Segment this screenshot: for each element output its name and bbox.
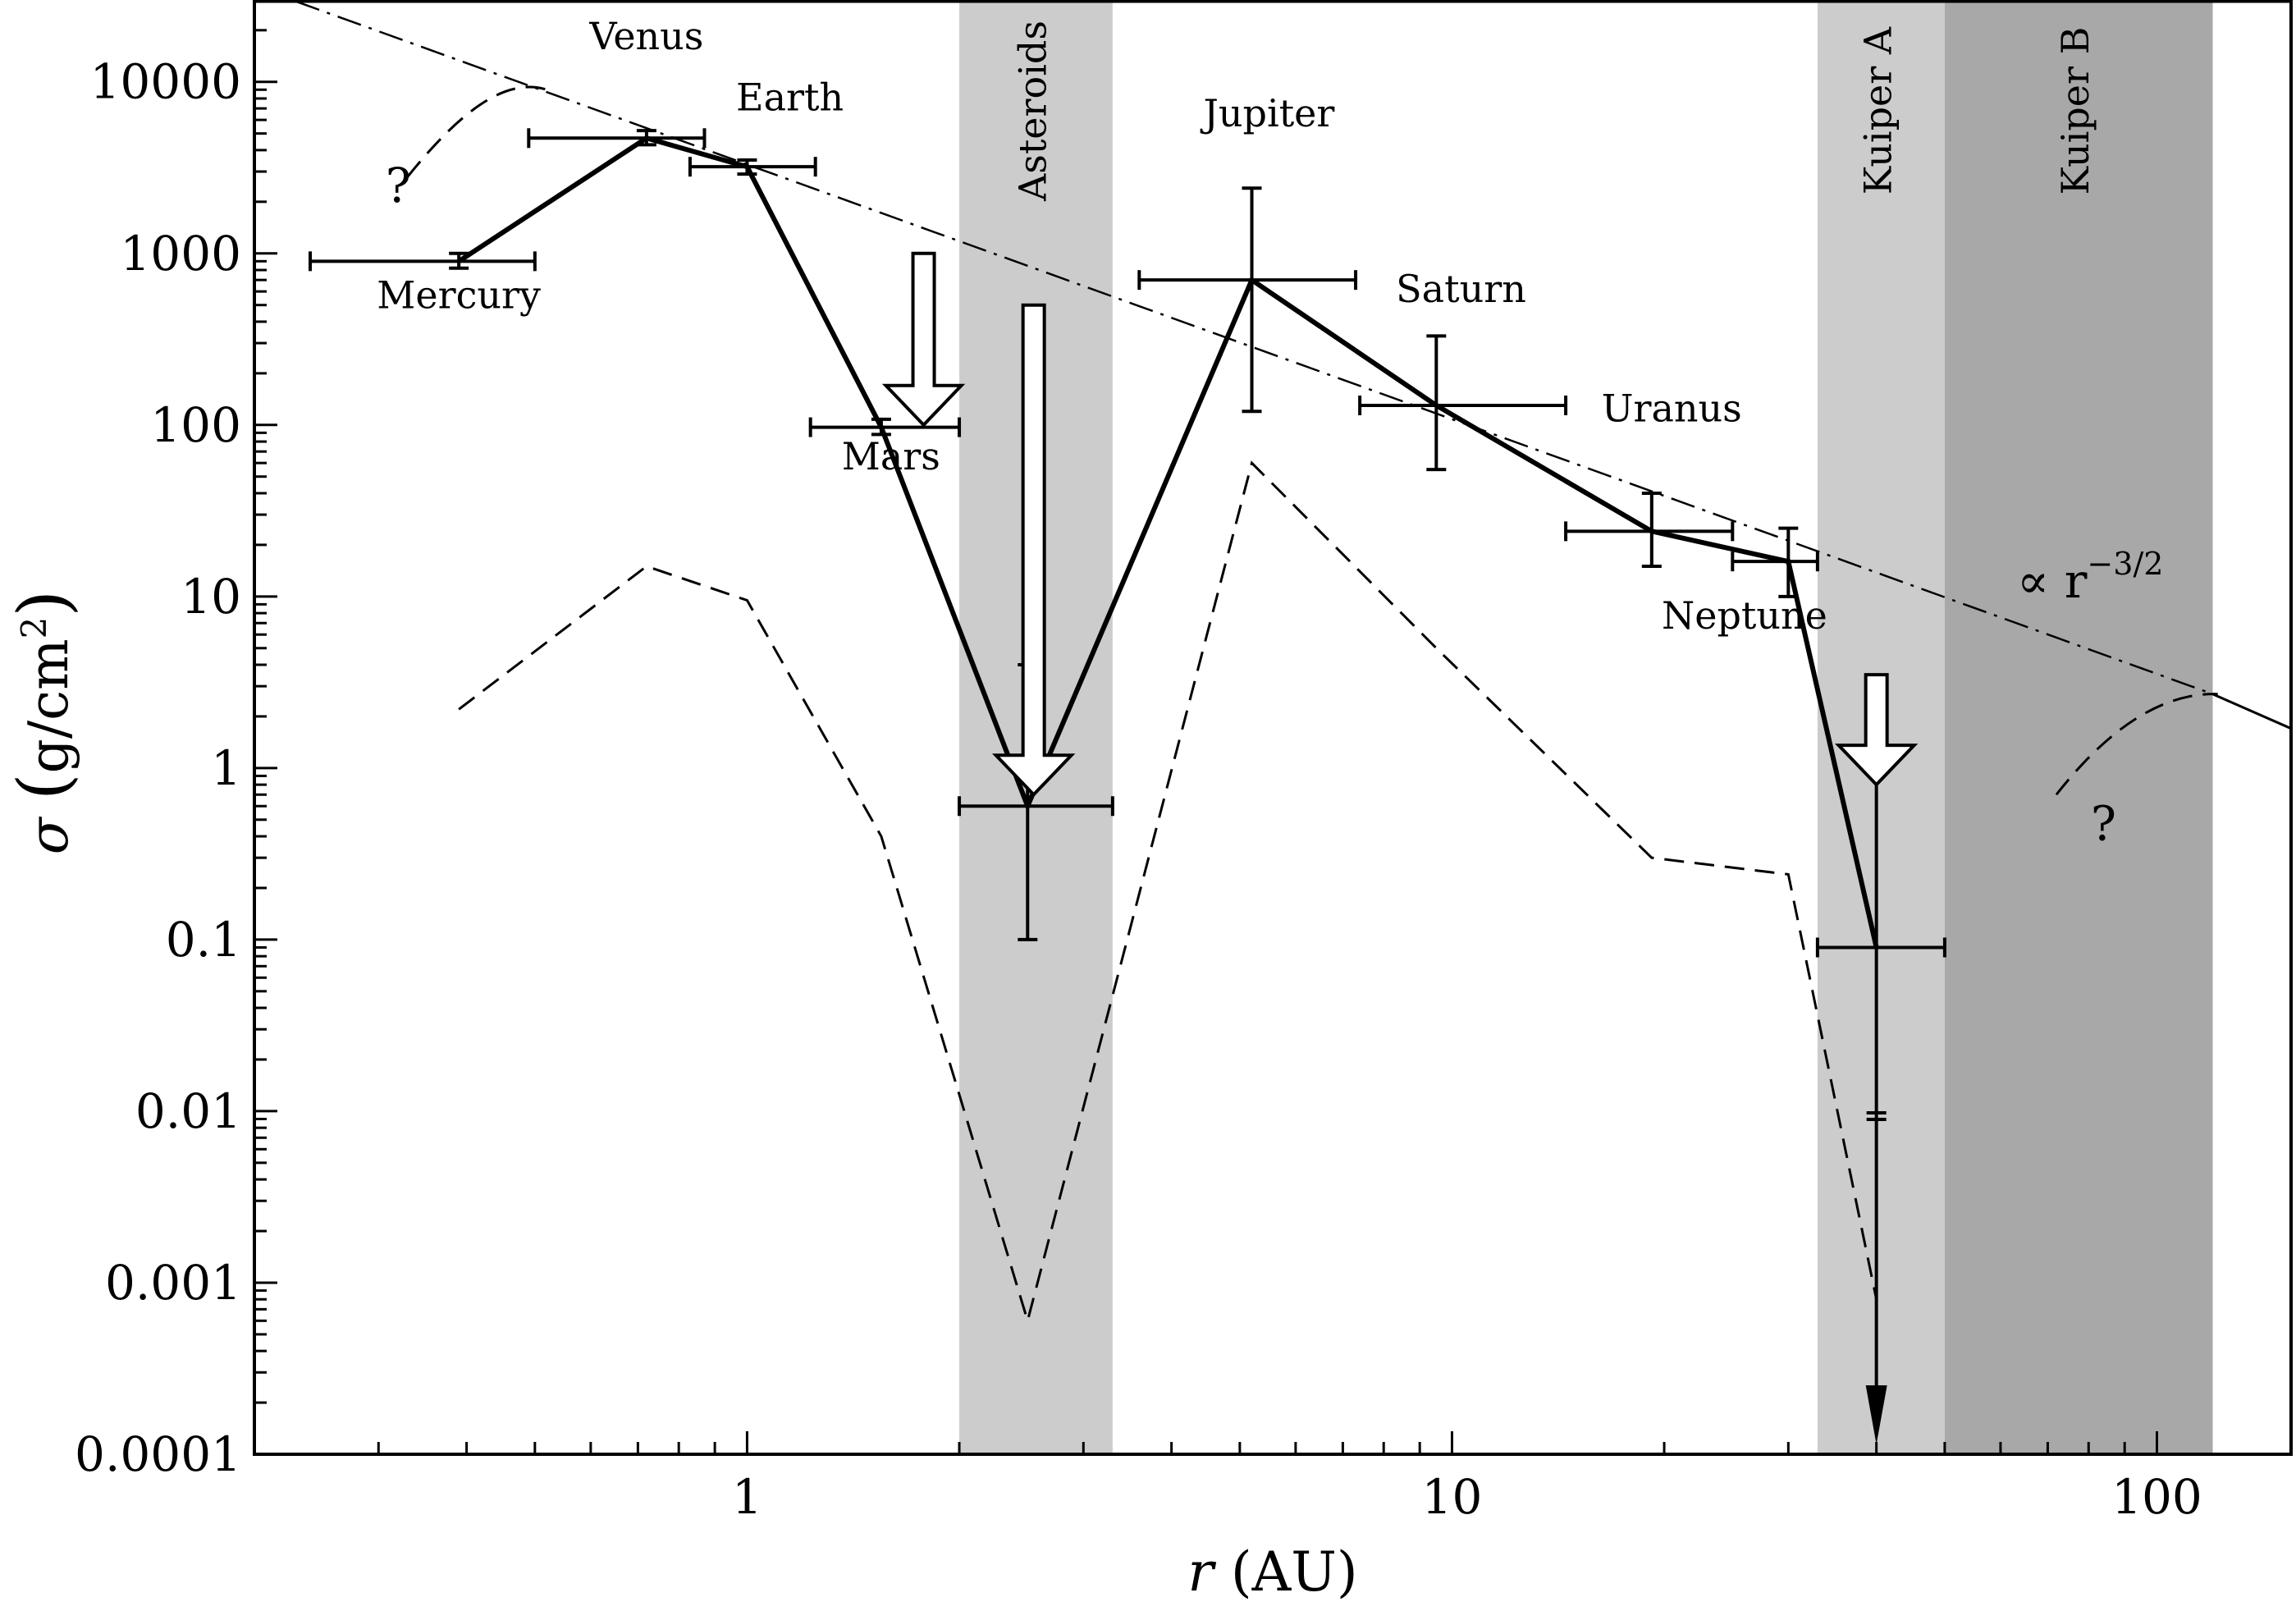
power-law-exponent: −3/2 [2087,546,2163,582]
planet-label-3: Mars [842,434,940,478]
hollow-arrow-0 [881,251,966,428]
series-line-1 [458,460,1878,1325]
band-label-1: Kuiper A [1855,26,1900,195]
unknown-marker: ? [386,158,411,213]
data-point-3 [808,417,962,437]
planet-label-6: Uranus [1602,386,1742,430]
upper-limit-arrowhead [1865,1385,1887,1444]
x-tick-label: 10 [1422,1469,1483,1525]
data-point-5 [1137,186,1358,414]
y-tick-label: 10000 [89,54,241,110]
y-tick-label: 1000 [120,226,241,281]
series-line-5 [2055,693,2218,796]
y-axis-paren-open: ( [3,773,84,800]
x-tick-label: 1 [732,1469,762,1525]
data-point-7 [1564,491,1735,569]
y-tick-label: 100 [150,397,241,453]
y-tick-label: 0.001 [105,1255,241,1311]
x-axis-title: r (AU) [1187,1540,1357,1604]
series-line-4 [406,85,547,178]
planet-label-5: Saturn [1396,267,1526,311]
y-tick-label: 1 [211,740,241,796]
power-law-label: ∝ r−3/2 [2017,546,2163,609]
hollow-arrow-2 [1834,673,1919,788]
data-point-2 [688,157,817,177]
series-line-2 [289,0,2213,695]
plot-frame [253,0,2293,1456]
y-axis-symbol: σ [17,800,80,854]
y-tick-label: 0.01 [135,1083,241,1139]
planet-label-1: Venus [588,14,703,58]
y-tick-label: 0.0001 [75,1426,241,1482]
series-line-3 [2211,693,2291,730]
y-tick-label: 10 [181,569,241,625]
hollow-arrow-1 [991,303,1076,798]
band-label-2: Kuiper B [2053,27,2097,195]
data-point-0 [309,251,537,272]
data-point-9 [1815,766,1946,1444]
planet-label-2: Earth [736,76,844,120]
plot-area: Mercury Venus Earth Mars Jupiter Saturn Uranus… [289,0,2291,1444]
band-label-0: Asteroids [1010,21,1054,202]
x-tick-label: 100 [2111,1469,2202,1525]
data-point-6 [1358,334,1568,472]
data-point-8 [1731,526,1819,598]
planet-label-7: Neptune [1662,593,1827,638]
y-axis-unit-sup: 2 [14,617,54,639]
x-axis-unit: (AU) [1231,1540,1358,1604]
band-2 [1944,0,2213,1454]
y-tick-label: 0.1 [166,912,241,968]
y-axis-title: σ (g/cm2) [3,590,84,854]
planet-label-4: Jupiter [1200,91,1334,135]
x-axis-symbol: r [1187,1540,1231,1604]
planet-label-0: Mercury [377,272,541,317]
unknown-marker: ? [2091,796,2116,852]
series-line-0 [457,135,1879,949]
y-axis-paren-close: ) [3,590,84,617]
y-axis-unit: g/cm [17,638,80,773]
